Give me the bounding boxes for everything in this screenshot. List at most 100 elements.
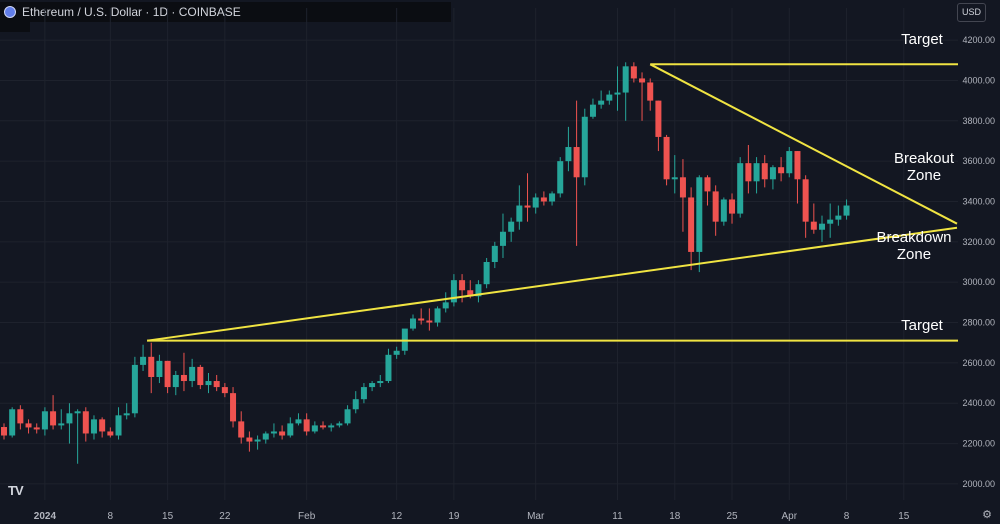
candle <box>753 163 760 182</box>
x-tick-label: Feb <box>298 511 316 522</box>
candle <box>377 381 384 384</box>
y-tick-label: 4200.00 <box>962 35 995 45</box>
candle <box>524 205 531 208</box>
x-tick-label: 8 <box>844 511 850 522</box>
candle <box>17 409 24 424</box>
x-tick-label: 2024 <box>34 511 57 522</box>
candle <box>115 415 122 436</box>
y-tick-label: 2600.00 <box>962 358 995 368</box>
candle <box>696 177 703 252</box>
candle <box>344 409 351 424</box>
x-tick-label: 22 <box>219 511 231 522</box>
y-tick-label: 2400.00 <box>962 398 995 408</box>
y-tick-label: 2000.00 <box>962 479 995 489</box>
candle <box>360 387 367 400</box>
candle <box>213 381 220 388</box>
candle <box>622 66 629 93</box>
candle <box>745 163 752 182</box>
candle <box>655 100 662 137</box>
candle <box>246 437 253 442</box>
candle <box>589 104 596 117</box>
candle <box>581 116 588 178</box>
annotation-text: Target <box>901 317 944 334</box>
lower-trendline <box>147 226 958 342</box>
candle <box>352 399 359 410</box>
candle <box>442 302 449 309</box>
candle <box>328 425 335 428</box>
header-tail <box>0 22 30 32</box>
x-tick-label: Apr <box>781 511 797 522</box>
annotation-text: Zone <box>907 167 941 184</box>
candle <box>769 167 776 180</box>
candle <box>238 421 245 438</box>
y-tick-label: 2200.00 <box>962 439 995 449</box>
candle <box>835 215 842 220</box>
candle <box>679 177 686 198</box>
candle <box>311 425 318 432</box>
candle <box>491 245 498 263</box>
candle <box>508 221 515 232</box>
x-tick-label: 15 <box>898 511 910 522</box>
y-tick-label: 3200.00 <box>962 237 995 247</box>
candle <box>270 431 277 434</box>
candle <box>303 419 310 432</box>
candle <box>843 205 850 216</box>
candle <box>663 136 670 180</box>
candle <box>287 423 294 436</box>
y-tick-label: 3800.00 <box>962 116 995 126</box>
x-tick-label: Mar <box>527 511 545 522</box>
candle <box>295 419 302 424</box>
candle <box>712 191 719 222</box>
candle <box>729 199 736 214</box>
candle <box>205 381 212 386</box>
candle <box>221 387 228 394</box>
candle <box>50 411 57 426</box>
y-tick-label: 2800.00 <box>962 318 995 328</box>
candle <box>385 354 392 382</box>
candle <box>82 411 89 434</box>
candle <box>410 318 416 329</box>
candle <box>704 177 711 192</box>
candle <box>516 205 523 222</box>
candle <box>434 308 441 323</box>
annotation-text: Target <box>901 31 944 48</box>
candle <box>99 419 106 432</box>
symbol-title[interactable]: Ethereum / U.S. Dollar · 1D · COINBASE <box>22 5 241 19</box>
candle <box>532 197 539 208</box>
candle <box>573 147 580 178</box>
x-tick-label: 18 <box>669 511 681 522</box>
candle <box>819 223 825 230</box>
candle <box>549 193 556 202</box>
candle <box>786 151 793 174</box>
candle <box>180 374 187 382</box>
x-tick-label: 12 <box>391 511 403 522</box>
candle <box>540 197 547 202</box>
candle <box>671 177 678 180</box>
candle <box>393 350 400 355</box>
candle <box>189 366 196 382</box>
candle <box>720 199 727 222</box>
candle <box>647 82 654 101</box>
candle <box>369 383 376 388</box>
candle <box>66 413 73 424</box>
candle <box>131 364 138 414</box>
candle <box>123 413 130 416</box>
candle <box>336 423 343 426</box>
candle <box>25 423 32 428</box>
candles <box>1 62 850 464</box>
settings-gear-icon[interactable]: ⚙ <box>982 509 992 521</box>
candle <box>778 167 785 174</box>
candle <box>467 290 474 297</box>
candle <box>58 423 65 426</box>
candle <box>279 431 286 436</box>
candle <box>483 262 490 285</box>
currency-button[interactable]: USD <box>956 3 986 22</box>
candle <box>565 147 572 162</box>
candle <box>761 163 768 180</box>
grid-lines <box>0 8 958 500</box>
tradingview-logo-icon[interactable]: TV <box>8 483 24 498</box>
ethereum-logo-icon <box>4 6 16 18</box>
x-tick-label: 15 <box>162 511 174 522</box>
